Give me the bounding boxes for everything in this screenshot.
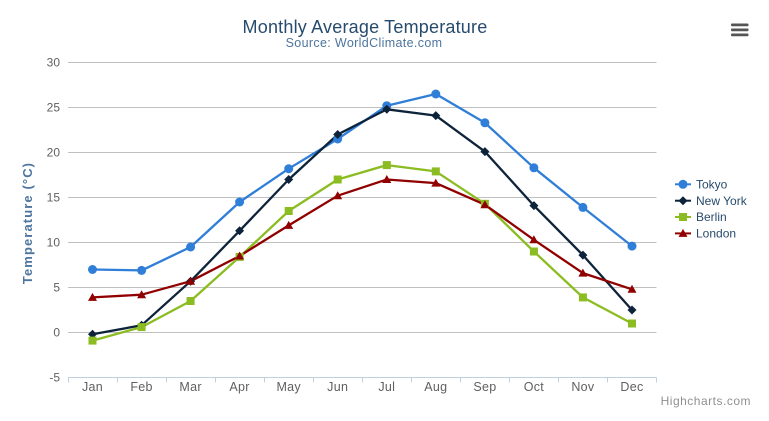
svg-text:Dec: Dec [620, 380, 643, 394]
svg-text:Source: WorldClimate.com: Source: WorldClimate.com [286, 36, 443, 50]
svg-text:Aug: Aug [424, 380, 447, 394]
svg-text:Jul: Jul [378, 380, 395, 394]
svg-text:Mar: Mar [179, 380, 201, 394]
svg-text:Oct: Oct [524, 380, 545, 394]
svg-text:Jan: Jan [82, 380, 103, 394]
svg-text:May: May [276, 380, 301, 394]
svg-text:Jun: Jun [327, 380, 348, 394]
svg-text:15: 15 [47, 191, 61, 205]
svg-text:London: London [696, 227, 736, 241]
svg-text:20: 20 [47, 146, 61, 160]
svg-text:10: 10 [47, 236, 61, 250]
svg-text:Sep: Sep [473, 380, 496, 394]
svg-text:-5: -5 [49, 371, 60, 385]
svg-text:Tokyo: Tokyo [696, 178, 728, 192]
svg-text:30: 30 [47, 56, 61, 70]
svg-text:Feb: Feb [130, 380, 152, 394]
svg-text:Highcharts.com: Highcharts.com [661, 394, 751, 408]
svg-text:Nov: Nov [571, 380, 595, 394]
svg-text:Berlin: Berlin [696, 210, 727, 224]
svg-text:Monthly Average Temperature: Monthly Average Temperature [243, 17, 488, 37]
svg-text:Apr: Apr [229, 380, 249, 394]
svg-text:Temperature (°C): Temperature (°C) [20, 162, 35, 284]
svg-text:25: 25 [47, 101, 61, 115]
svg-text:0: 0 [53, 326, 60, 340]
svg-text:New York: New York [696, 194, 748, 208]
svg-text:5: 5 [53, 281, 60, 295]
